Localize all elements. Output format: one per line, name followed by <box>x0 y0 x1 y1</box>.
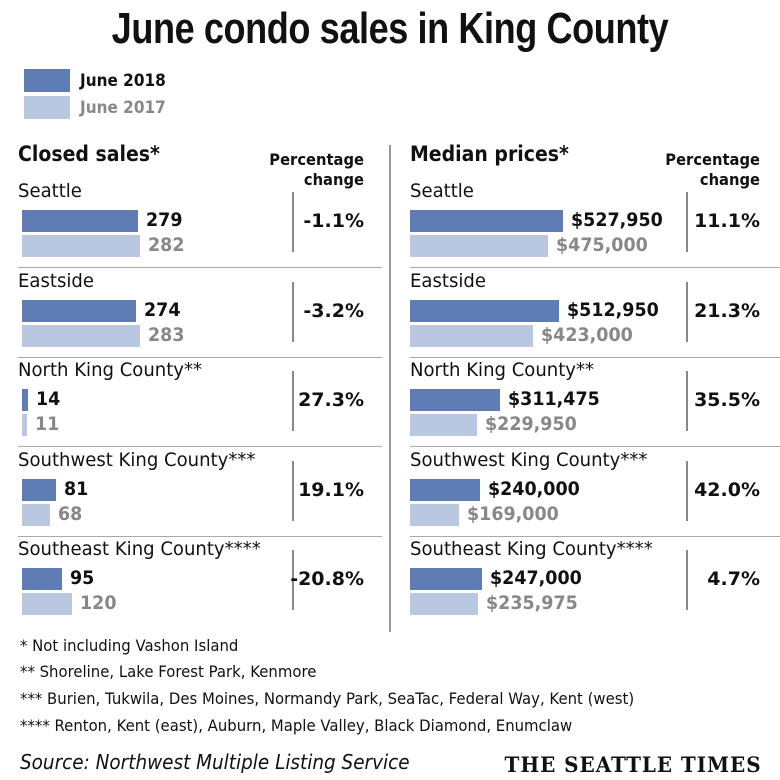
pct-change-value: 27.3% <box>298 389 364 411</box>
value-label-2017: $229,950 <box>484 413 577 435</box>
pct-change-value: 42.0% <box>694 478 760 501</box>
pct-change-value: 19.1% <box>298 478 364 501</box>
pct-header-line1: Percentage <box>665 150 760 169</box>
pct-change-value: 11.1% <box>694 210 760 232</box>
value-label-2017: 120 <box>80 592 117 614</box>
bar-2017 <box>22 235 140 257</box>
value-label-2018: $512,950 <box>566 298 659 321</box>
pct-divider <box>686 192 688 252</box>
row-divider <box>18 267 382 268</box>
pct-header-line1: Percentage <box>269 150 364 169</box>
row-divider <box>18 356 382 358</box>
category-label: Southeast King County**** <box>18 538 261 560</box>
pct-divider <box>292 281 294 342</box>
bar-2017 <box>22 503 51 526</box>
chart-title: June condo sales in King County <box>111 4 669 53</box>
pct-divider <box>686 281 688 342</box>
value-label-2017: $169,000 <box>466 502 559 525</box>
category-label: Eastside <box>18 269 94 292</box>
value-label-2017: $475,000 <box>555 234 648 256</box>
category-label: North King County** <box>18 359 203 381</box>
bar-2018 <box>22 389 28 411</box>
bar-2018 <box>410 210 563 232</box>
value-label-2018: $527,950 <box>571 209 663 231</box>
source-note: Source: Northwest Multiple Listing Servi… <box>20 750 410 774</box>
category-label: Seattle <box>18 180 82 202</box>
pct-divider <box>686 460 688 521</box>
bar-2018 <box>410 389 501 411</box>
category-label: Southwest King County*** <box>410 448 648 471</box>
legend-swatch-2018 <box>24 69 70 92</box>
pct-header-line2: change <box>303 170 364 189</box>
row-divider <box>18 446 382 447</box>
pct-divider <box>292 550 294 610</box>
panel-divider <box>389 145 391 632</box>
bar-2017 <box>410 503 459 526</box>
value-label-2017: $423,000 <box>540 323 633 346</box>
pct-change-value: 21.3% <box>694 299 760 322</box>
pct-change-value: -20.8% <box>290 568 364 590</box>
pct-divider <box>292 460 294 521</box>
category-label: Seattle <box>410 180 474 202</box>
value-label-2018: 279 <box>146 209 183 231</box>
pct-divider <box>686 371 688 431</box>
value-label-2018: 95 <box>69 567 94 589</box>
row-divider <box>410 267 780 268</box>
bar-2017 <box>22 593 73 615</box>
bar-2017 <box>410 593 479 615</box>
footnote-3: *** Burien, Tukwila, Des Moines, Normand… <box>20 689 635 708</box>
footnote-4: **** Renton, Kent (east), Auburn, Maple … <box>20 716 573 735</box>
row-divider <box>410 446 780 447</box>
value-label-2018: 14 <box>35 388 61 410</box>
pct-divider <box>292 371 294 431</box>
bar-2017 <box>22 324 140 347</box>
value-label-2018: 274 <box>144 298 181 321</box>
bar-2018 <box>410 478 480 501</box>
panel-title: Closed sales* <box>18 142 160 166</box>
pct-header-line2: change <box>699 170 760 189</box>
bar-2018 <box>22 568 62 590</box>
bar-2017 <box>410 414 477 436</box>
bar-2018 <box>410 299 559 322</box>
legend-label-2017: June 2017 <box>80 98 166 118</box>
value-label-2017: 68 <box>58 502 83 525</box>
category-label: Eastside <box>410 269 486 292</box>
pct-change-value: 35.5% <box>694 389 760 411</box>
bar-2018 <box>22 299 137 322</box>
row-divider <box>410 356 780 358</box>
bar-2017 <box>410 235 548 257</box>
legend-label-2018: June 2018 <box>80 71 166 91</box>
value-label-2017: 11 <box>35 413 60 435</box>
panel-title: Median prices* <box>410 142 569 166</box>
pct-change-value: -1.1% <box>303 210 364 232</box>
category-label: Southwest King County*** <box>18 448 256 471</box>
value-label-2018: $311,475 <box>508 388 601 410</box>
value-label-2017: 282 <box>147 234 185 256</box>
row-divider <box>410 535 780 537</box>
value-label-2017: $235,975 <box>486 592 579 614</box>
legend-swatch-2017 <box>24 96 70 119</box>
value-label-2018: $240,000 <box>487 477 580 500</box>
bar-2018 <box>410 568 482 590</box>
category-label: Southeast King County**** <box>410 538 653 560</box>
row-divider <box>18 535 382 537</box>
pct-change-value: -3.2% <box>303 299 364 322</box>
value-label-2017: 283 <box>148 323 185 346</box>
bar-2017 <box>22 414 27 436</box>
category-label: North King County** <box>410 359 595 381</box>
value-label-2018: $247,000 <box>489 567 582 589</box>
brand-logo: THE SEATTLE TIMES <box>504 752 762 777</box>
bar-2018 <box>22 478 56 501</box>
pct-divider <box>292 192 294 252</box>
bar-2017 <box>410 324 533 347</box>
pct-divider <box>686 550 688 610</box>
footnote-1: * Not including Vashon Island <box>20 636 239 655</box>
footnote-2: ** Shoreline, Lake Forest Park, Kenmore <box>20 662 317 681</box>
bar-2018 <box>22 210 139 232</box>
value-label-2018: 81 <box>63 477 89 500</box>
pct-change-value: 4.7% <box>707 568 760 590</box>
